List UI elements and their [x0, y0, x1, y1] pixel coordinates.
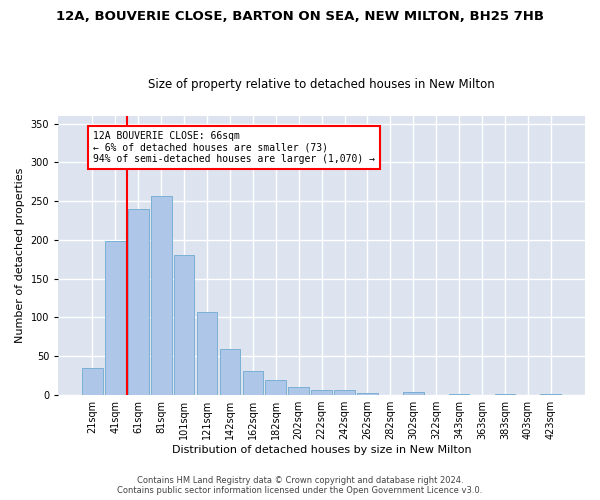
- Bar: [403, 392, 424, 395]
- Bar: [449, 394, 469, 395]
- Bar: [289, 388, 309, 395]
- Bar: [105, 240, 125, 395]
- Text: Contains HM Land Registry data © Crown copyright and database right 2024.
Contai: Contains HM Land Registry data © Crown c…: [118, 476, 482, 495]
- Y-axis label: Number of detached properties: Number of detached properties: [15, 168, 25, 343]
- Bar: [220, 350, 240, 395]
- Bar: [494, 394, 515, 395]
- Bar: [128, 209, 149, 395]
- Bar: [151, 196, 172, 395]
- Bar: [197, 312, 217, 395]
- Bar: [82, 368, 103, 395]
- Bar: [265, 380, 286, 395]
- Text: 12A, BOUVERIE CLOSE, BARTON ON SEA, NEW MILTON, BH25 7HB: 12A, BOUVERIE CLOSE, BARTON ON SEA, NEW …: [56, 10, 544, 23]
- Bar: [541, 394, 561, 395]
- Bar: [242, 371, 263, 395]
- Title: Size of property relative to detached houses in New Milton: Size of property relative to detached ho…: [148, 78, 495, 91]
- Bar: [174, 254, 194, 395]
- X-axis label: Distribution of detached houses by size in New Milton: Distribution of detached houses by size …: [172, 445, 472, 455]
- Bar: [334, 390, 355, 395]
- Bar: [311, 390, 332, 395]
- Text: 12A BOUVERIE CLOSE: 66sqm
← 6% of detached houses are smaller (73)
94% of semi-d: 12A BOUVERIE CLOSE: 66sqm ← 6% of detach…: [93, 132, 375, 164]
- Bar: [357, 393, 378, 395]
